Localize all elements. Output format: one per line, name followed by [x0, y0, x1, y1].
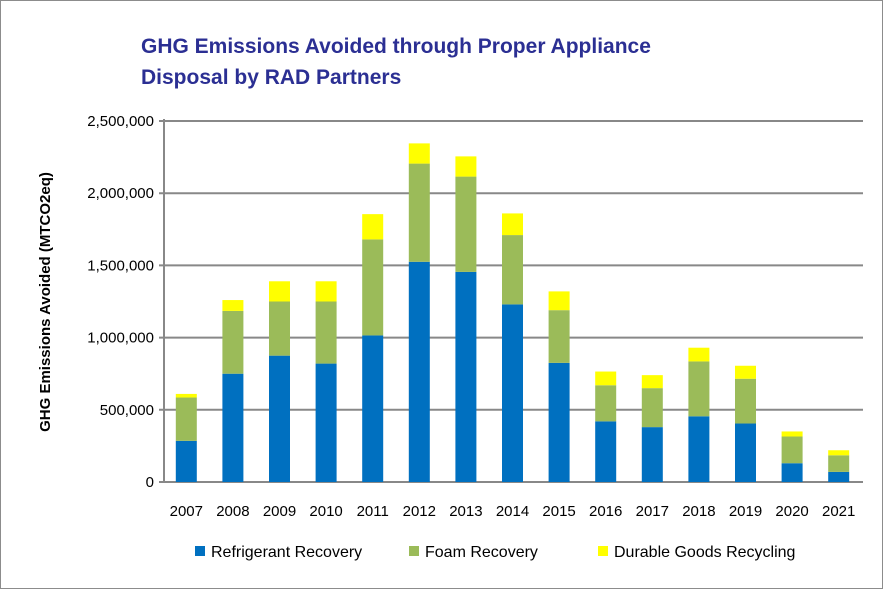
chart-title-line-2: Disposal by RAD Partners [141, 66, 401, 89]
x-tick-label: 2009 [263, 503, 296, 520]
bar-segment-durable-goods-recycling-2020 [781, 431, 803, 437]
x-tick-label: 2020 [775, 503, 808, 520]
legend-label: Refrigerant Recovery [211, 544, 362, 561]
bar-segment-foam-recovery-2012 [408, 163, 430, 262]
legend-item: Foam Recovery [409, 544, 538, 561]
bar-segment-durable-goods-recycling-2008 [222, 300, 244, 311]
bar-segment-durable-goods-recycling-2017 [641, 375, 663, 389]
bar-segment-durable-goods-recycling-2010 [315, 281, 337, 302]
x-tick-label: 2008 [216, 503, 249, 520]
bar-segment-refrigerant-recovery-2020 [781, 463, 803, 482]
bar-segment-foam-recovery-2020 [781, 436, 803, 464]
bar-segment-foam-recovery-2021 [828, 455, 850, 472]
bar-segment-foam-recovery-2015 [548, 310, 570, 363]
bar-segment-refrigerant-recovery-2009 [269, 355, 290, 482]
x-tick-label: 2021 [822, 503, 855, 520]
bar-segment-refrigerant-recovery-2012 [408, 261, 430, 482]
x-tick-label: 2013 [449, 503, 482, 520]
bar-segment-foam-recovery-2010 [315, 301, 337, 364]
bar-segment-refrigerant-recovery-2015 [548, 362, 570, 482]
bar-segment-foam-recovery-2013 [455, 176, 477, 272]
x-tick-label: 2012 [403, 503, 436, 520]
x-tick-label: 2018 [682, 503, 715, 520]
bar-segment-durable-goods-recycling-2013 [455, 156, 477, 177]
y-axis-label: GHG Emissions Avoided (MTCO2eq) [37, 172, 54, 432]
bar-segment-foam-recovery-2018 [688, 361, 710, 417]
bar-segment-durable-goods-recycling-2009 [269, 281, 290, 302]
bar-segment-durable-goods-recycling-2015 [548, 291, 570, 311]
y-tick-label: 1,000,000 [87, 330, 154, 347]
y-tick-label: 1,500,000 [87, 257, 154, 274]
bar-segment-foam-recovery-2008 [222, 310, 244, 374]
bar-segment-durable-goods-recycling-2019 [735, 365, 756, 379]
x-tick-label: 2016 [589, 503, 622, 520]
legend-swatch [195, 546, 205, 556]
x-tick-label: 2015 [542, 503, 575, 520]
bar-segment-refrigerant-recovery-2013 [455, 271, 477, 482]
bar-segment-foam-recovery-2017 [641, 388, 663, 428]
x-tick-label: 2011 [357, 503, 389, 520]
bar-segment-durable-goods-recycling-2016 [595, 371, 617, 386]
bar-segment-refrigerant-recovery-2011 [362, 335, 384, 482]
y-tick-label: 2,500,000 [87, 113, 154, 130]
legend-swatch [598, 546, 608, 556]
bar-segment-refrigerant-recovery-2018 [688, 416, 710, 482]
x-tick-label: 2014 [496, 503, 529, 520]
legend-label: Durable Goods Recycling [614, 544, 795, 561]
bar-segment-foam-recovery-2009 [269, 301, 290, 356]
bar-segment-foam-recovery-2016 [595, 385, 617, 422]
chart-title-line-1: GHG Emissions Avoided through Proper App… [141, 35, 651, 58]
bar-segment-refrigerant-recovery-2016 [595, 421, 617, 482]
bar-segment-refrigerant-recovery-2019 [735, 423, 756, 482]
bar-segment-foam-recovery-2014 [502, 235, 523, 305]
bar-segment-refrigerant-recovery-2010 [315, 363, 337, 482]
bar-segment-durable-goods-recycling-2018 [688, 347, 710, 362]
bar-segment-foam-recovery-2007 [175, 397, 197, 441]
bar-segment-refrigerant-recovery-2007 [175, 440, 197, 482]
x-tick-label: 2007 [170, 503, 203, 520]
bar-segment-refrigerant-recovery-2014 [502, 304, 523, 482]
y-tick-label: 500,000 [100, 402, 154, 419]
y-tick-label: 2,000,000 [87, 185, 154, 202]
bar-segment-durable-goods-recycling-2021 [828, 450, 850, 456]
bar-segment-durable-goods-recycling-2012 [408, 143, 430, 164]
legend-item: Durable Goods Recycling [598, 544, 795, 561]
x-tick-label: 2019 [729, 503, 762, 520]
bar-segment-durable-goods-recycling-2011 [362, 214, 384, 240]
bar-segment-refrigerant-recovery-2017 [641, 427, 663, 482]
legend-label: Foam Recovery [425, 544, 538, 561]
x-tick-label: 2017 [636, 503, 669, 520]
legend-item: Refrigerant Recovery [195, 544, 362, 561]
bar-segment-foam-recovery-2011 [362, 239, 384, 336]
bar-segment-refrigerant-recovery-2008 [222, 373, 244, 482]
bar-segment-foam-recovery-2019 [735, 378, 756, 424]
x-tick-label: 2010 [309, 503, 342, 520]
bar-segment-durable-goods-recycling-2014 [502, 213, 523, 236]
bar-segment-refrigerant-recovery-2021 [828, 471, 850, 482]
legend-swatch [409, 546, 419, 556]
bar-segment-durable-goods-recycling-2007 [175, 393, 197, 398]
y-tick-label: 0 [146, 474, 154, 491]
